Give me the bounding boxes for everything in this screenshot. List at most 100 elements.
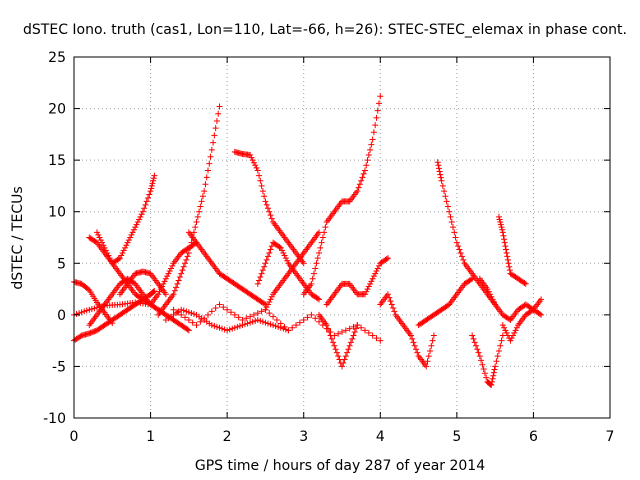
data-point bbox=[151, 172, 158, 179]
data-point bbox=[500, 232, 507, 239]
data-point bbox=[166, 268, 173, 275]
data-point bbox=[536, 310, 543, 317]
series-arc-k bbox=[162, 306, 292, 334]
data-point bbox=[216, 301, 223, 308]
data-point bbox=[452, 234, 459, 241]
data-point bbox=[373, 268, 380, 275]
data-point bbox=[318, 239, 325, 246]
data-point bbox=[197, 318, 204, 325]
data-point bbox=[351, 329, 358, 336]
data-point bbox=[267, 321, 274, 328]
data-point bbox=[496, 216, 503, 223]
x-tick-label: 6 bbox=[529, 429, 538, 445]
data-point bbox=[254, 317, 261, 324]
data-point bbox=[499, 322, 506, 329]
data-point bbox=[188, 310, 195, 317]
data-point bbox=[156, 288, 163, 295]
data-point bbox=[364, 286, 371, 293]
data-point bbox=[258, 270, 265, 277]
data-point bbox=[193, 322, 200, 329]
data-point bbox=[196, 208, 203, 215]
data-point bbox=[208, 322, 215, 329]
data-point bbox=[268, 243, 275, 250]
data-point bbox=[355, 184, 362, 191]
data-point bbox=[185, 309, 192, 316]
data-point bbox=[296, 319, 303, 326]
data-point bbox=[316, 296, 323, 303]
data-point bbox=[266, 298, 273, 305]
data-point bbox=[502, 327, 509, 334]
data-point bbox=[493, 358, 500, 365]
data-point bbox=[261, 193, 268, 200]
data-point bbox=[96, 234, 103, 241]
data-point bbox=[227, 309, 234, 316]
data-point bbox=[439, 182, 446, 189]
data-point bbox=[190, 310, 197, 317]
data-point bbox=[497, 219, 504, 226]
data-point bbox=[347, 339, 354, 346]
data-point bbox=[220, 304, 227, 311]
data-point bbox=[73, 310, 80, 317]
data-point bbox=[203, 174, 210, 181]
data-point bbox=[130, 226, 137, 233]
data-point bbox=[501, 236, 508, 243]
data-point bbox=[259, 267, 266, 274]
data-point bbox=[360, 170, 367, 177]
data-point bbox=[262, 260, 269, 267]
data-point bbox=[504, 253, 511, 260]
data-point bbox=[494, 353, 501, 360]
data-point bbox=[434, 159, 441, 166]
data-points bbox=[71, 93, 545, 388]
data-point bbox=[129, 229, 136, 236]
data-point bbox=[78, 309, 85, 316]
data-point bbox=[184, 253, 191, 260]
data-point bbox=[239, 322, 246, 329]
data-point bbox=[252, 162, 259, 169]
data-point bbox=[345, 346, 352, 353]
data-point bbox=[388, 301, 395, 308]
data-point bbox=[165, 270, 172, 277]
data-point bbox=[503, 329, 510, 336]
data-point bbox=[141, 205, 148, 212]
data-point bbox=[148, 185, 155, 192]
data-point bbox=[481, 370, 488, 377]
data-point bbox=[125, 237, 132, 244]
data-point bbox=[356, 181, 363, 188]
data-point bbox=[506, 316, 513, 323]
data-point bbox=[208, 146, 215, 153]
data-point bbox=[128, 231, 135, 238]
data-point bbox=[323, 325, 330, 332]
data-point bbox=[508, 335, 515, 342]
data-point bbox=[178, 270, 185, 277]
data-point bbox=[130, 280, 137, 287]
data-point bbox=[150, 289, 157, 296]
data-point bbox=[180, 263, 187, 270]
data-point bbox=[256, 172, 263, 179]
data-point bbox=[205, 167, 211, 174]
data-point bbox=[95, 231, 102, 238]
data-point bbox=[105, 252, 112, 259]
data-point bbox=[264, 253, 271, 260]
data-point bbox=[522, 280, 529, 287]
x-tick-label: 4 bbox=[376, 429, 385, 445]
data-point bbox=[339, 363, 345, 370]
data-point bbox=[332, 346, 339, 353]
data-point bbox=[123, 242, 130, 249]
data-point bbox=[252, 317, 259, 324]
data-point bbox=[506, 263, 513, 270]
data-point bbox=[361, 327, 368, 334]
data-point bbox=[87, 329, 94, 336]
data-point bbox=[513, 324, 520, 331]
data-point bbox=[358, 324, 365, 331]
data-point bbox=[242, 321, 249, 328]
data-point bbox=[363, 288, 370, 295]
plot-frame bbox=[73, 56, 611, 419]
data-point bbox=[447, 213, 454, 220]
data-point bbox=[430, 332, 437, 339]
data-point bbox=[501, 239, 508, 246]
data-point bbox=[413, 346, 420, 353]
data-point bbox=[263, 201, 270, 208]
data-point bbox=[92, 327, 99, 334]
data-point bbox=[263, 304, 270, 311]
data-point bbox=[346, 325, 353, 332]
